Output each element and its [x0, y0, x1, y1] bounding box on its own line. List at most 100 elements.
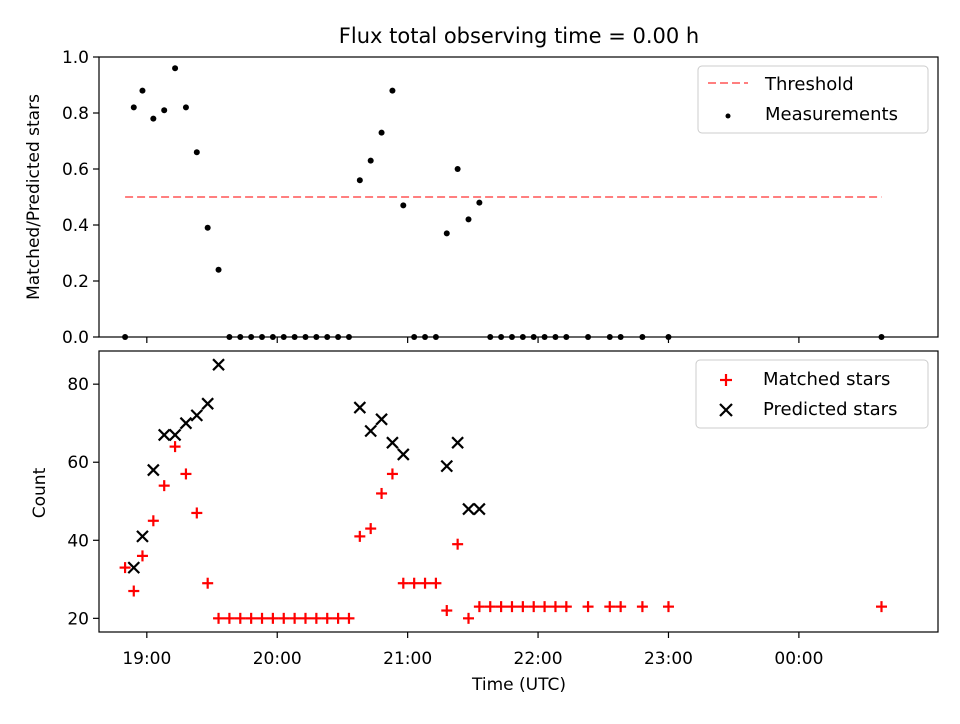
matched-star-point	[419, 577, 431, 589]
measurement-point	[487, 334, 494, 340]
y-tick-label: 0.6	[62, 160, 89, 180]
matched-star-point	[365, 523, 377, 535]
y-tick-label: 20	[67, 609, 89, 629]
matched-star-point	[452, 538, 464, 550]
matched-star-point	[463, 612, 475, 624]
ratio-x-ticks	[146, 337, 800, 343]
matched-star-point	[386, 468, 398, 480]
legend-predicted-swatch	[719, 403, 733, 417]
predicted-star-point	[386, 436, 399, 449]
matched-star-point	[299, 612, 311, 624]
matched-star-point	[223, 612, 235, 624]
y-tick-label: 40	[67, 531, 89, 551]
measurement-point	[606, 334, 613, 340]
measurement-point	[498, 334, 505, 340]
matched-star-point	[560, 601, 572, 613]
matched-star-point	[343, 612, 355, 624]
x-tick-label: 22:00	[514, 649, 563, 669]
measurement-point	[345, 334, 352, 340]
y-tick-label: 0.0	[62, 328, 89, 348]
measurement-point	[454, 166, 461, 172]
matched-star-point	[397, 577, 409, 589]
matched-star-point	[604, 601, 616, 613]
measurement-point	[237, 334, 244, 340]
ratio-y-axis-label: Matched/Predicted stars	[24, 94, 44, 300]
measurement-point	[356, 177, 363, 184]
y-tick-label: 80	[67, 375, 89, 395]
measurement-point	[465, 216, 472, 223]
ratio-legend: Threshold Measurements	[697, 65, 929, 134]
matched-star-point	[180, 468, 192, 480]
predicted-star-point	[201, 397, 214, 410]
legend-measurements-label: Measurements	[765, 104, 898, 125]
legend-matched-label: Matched stars	[763, 369, 890, 390]
predicted-star-point	[397, 448, 410, 461]
measurement-point	[389, 87, 396, 94]
matched-star-point	[128, 585, 140, 597]
measurement-point	[585, 334, 592, 340]
measurement-point	[367, 157, 374, 164]
matched-star-point	[202, 577, 214, 589]
measurement-point	[269, 334, 276, 340]
matched-star-point	[289, 612, 301, 624]
matched-star-point	[213, 612, 225, 624]
legend-threshold-label: Threshold	[764, 74, 854, 95]
predicted-star-point	[440, 459, 454, 473]
matched-star-point	[441, 605, 453, 617]
chart-title: Flux total observing time = 0.00 h	[339, 24, 699, 48]
predicted-star-point	[157, 428, 171, 442]
matched-star-point	[169, 441, 181, 453]
measurement-point	[324, 334, 331, 340]
count-y-ticks: 20 40 60 80	[67, 375, 99, 629]
measurement-point	[552, 334, 559, 340]
measurement-point	[130, 104, 137, 111]
matched-star-point	[256, 612, 268, 624]
count-marks	[119, 358, 887, 624]
count-x-ticks: 19:00 20:00 21:00 22:00 23:00 00:00	[122, 632, 823, 669]
measurement-point	[422, 334, 429, 340]
legend-measurements-swatch	[725, 113, 731, 119]
measurement-point	[378, 129, 385, 136]
matched-star-point	[278, 612, 290, 624]
count-legend: Matched stars Predicted stars	[695, 359, 929, 429]
matched-star-point	[310, 612, 322, 624]
legend-matched-swatch	[720, 374, 732, 386]
matched-star-point	[119, 562, 131, 574]
measurement-point	[302, 334, 309, 340]
measurement-point	[204, 224, 211, 231]
y-tick-label: 60	[67, 453, 89, 473]
matched-star-point	[430, 577, 442, 589]
predicted-star-point	[375, 413, 388, 426]
predicted-star-point	[473, 502, 486, 516]
matched-star-point	[875, 601, 887, 613]
matched-star-point	[376, 487, 388, 499]
x-axis-label: Time (UTC)	[471, 675, 566, 695]
y-tick-label: 1.0	[62, 48, 89, 68]
measurement-point	[541, 334, 548, 340]
measurement-point	[215, 266, 222, 273]
matched-star-point	[549, 601, 561, 613]
measurement-point	[665, 334, 672, 340]
measurement-point	[280, 334, 287, 340]
predicted-star-point	[127, 561, 141, 574]
x-tick-label: 21:00	[383, 649, 432, 669]
measurement-point	[161, 107, 168, 114]
predicted-star-point	[136, 530, 149, 543]
legend-predicted-label: Predicted stars	[763, 399, 897, 420]
measurement-point	[172, 65, 179, 72]
matched-star-point	[234, 612, 246, 624]
matched-star-point	[636, 601, 648, 613]
matched-star-point	[191, 507, 203, 519]
measurement-point	[248, 334, 255, 340]
x-tick-label: 20:00	[253, 649, 302, 669]
y-tick-label: 0.8	[62, 104, 89, 124]
x-tick-label: 23:00	[644, 649, 693, 669]
measurement-point	[226, 334, 233, 340]
matched-star-point	[408, 577, 420, 589]
x-tick-label: 00:00	[774, 649, 823, 669]
predicted-star-point	[190, 409, 204, 422]
predicted-star-point	[179, 416, 193, 430]
